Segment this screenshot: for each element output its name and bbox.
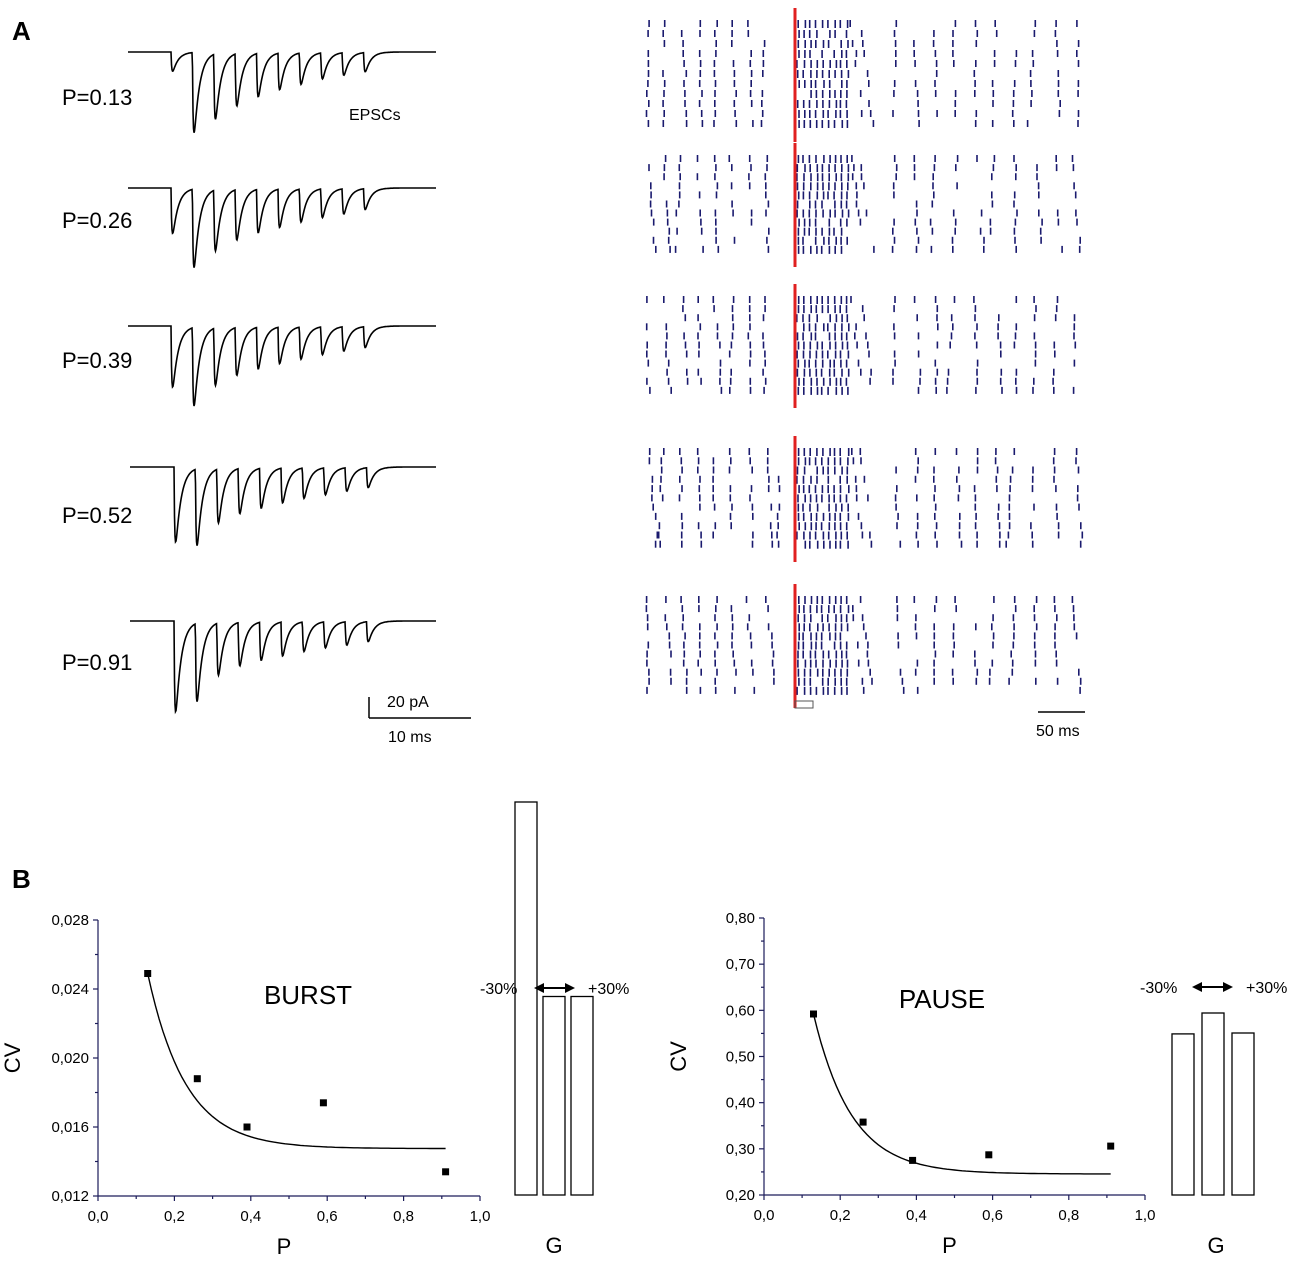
x-tick-label: 1,0 bbox=[1135, 1207, 1156, 1224]
data-point-2 bbox=[243, 1123, 251, 1131]
fit-curve bbox=[147, 973, 446, 1150]
raster-4 bbox=[645, 584, 1082, 708]
y-tick-label: 0,30 bbox=[726, 1141, 755, 1158]
raster-scale-bar: 50 ms bbox=[1036, 711, 1085, 740]
y-axis-label: CV bbox=[666, 1041, 691, 1072]
p-label-0: P=0.13 bbox=[62, 85, 132, 110]
y-tick-label: 0,012 bbox=[51, 1188, 89, 1205]
plus-30-label: +30% bbox=[588, 981, 629, 998]
x-axis-label: P bbox=[277, 1234, 292, 1259]
p-label-1: P=0.26 bbox=[62, 208, 132, 233]
raster-3 bbox=[648, 436, 1084, 562]
raster-1 bbox=[648, 143, 1081, 267]
x-tick-label: 1,0 bbox=[470, 1208, 491, 1225]
g-bar-1 bbox=[1201, 1012, 1225, 1196]
epsc-trace-0 bbox=[128, 51, 436, 133]
g-bar-0 bbox=[1171, 1033, 1195, 1196]
burst-cv-chart: 0,0 0,2 0,4 0,6 0,8 1,0 0,012 0,016 0,020 0,024 0,… bbox=[0, 912, 490, 1259]
x-tick-label: 0,8 bbox=[393, 1208, 414, 1225]
data-point-0 bbox=[810, 1010, 817, 1018]
minus-30-label: -30% bbox=[480, 981, 517, 998]
data-point-2 bbox=[909, 1156, 917, 1164]
stimulus-marker bbox=[794, 700, 814, 709]
x-tick-label: 0,0 bbox=[754, 1207, 775, 1224]
y-tick-label: 0,80 bbox=[726, 910, 755, 927]
data-point-4 bbox=[1107, 1142, 1115, 1150]
arrow-left-icon bbox=[1192, 982, 1202, 992]
p-label-4: P=0.91 bbox=[62, 650, 132, 675]
chart-title: BURST bbox=[264, 980, 352, 1010]
scale-time-label: 10 ms bbox=[388, 729, 432, 746]
g-bar-0 bbox=[514, 801, 538, 1196]
data-point-1 bbox=[859, 1118, 867, 1126]
raster-2 bbox=[645, 284, 1077, 408]
x-tick-label: 0,4 bbox=[906, 1207, 927, 1224]
g-axis-label: G bbox=[1207, 1233, 1224, 1258]
y-tick-label: 0,024 bbox=[51, 981, 89, 998]
y-tick-label: 0,40 bbox=[726, 1095, 755, 1112]
x-tick-label: 0,2 bbox=[830, 1207, 851, 1224]
p-label-2: P=0.39 bbox=[62, 348, 132, 373]
y-tick-label: 0,50 bbox=[726, 1049, 755, 1066]
epsc-trace-2 bbox=[128, 325, 436, 407]
x-tick-label: 0,6 bbox=[982, 1207, 1003, 1224]
x-tick-label: 0,8 bbox=[1058, 1207, 1079, 1224]
y-tick-label: 0,028 bbox=[51, 912, 89, 929]
spike-rasters bbox=[645, 8, 1084, 708]
epsc-trace-3 bbox=[130, 466, 436, 546]
y-tick-label: 0,20 bbox=[726, 1187, 755, 1204]
raster-0 bbox=[645, 8, 1080, 142]
pause-g-bars: G -30% +30% bbox=[1140, 980, 1287, 1258]
arrow-left-icon bbox=[534, 983, 544, 993]
p-label-3: P=0.52 bbox=[62, 503, 132, 528]
burst-g-bars: G -30% +30% bbox=[480, 801, 629, 1258]
plus-30-label: +30% bbox=[1246, 980, 1287, 997]
g-bar-2 bbox=[1231, 1032, 1255, 1196]
x-axis-label: P bbox=[942, 1233, 957, 1258]
pause-cv-chart: 0,0 0,2 0,4 0,6 0,8 1,0 0,20 0,30 0,40 0,50 0,60 0,… bbox=[666, 910, 1155, 1258]
arrow-right-icon bbox=[565, 983, 575, 993]
g-bar-2 bbox=[570, 995, 594, 1196]
epsc-trace-4 bbox=[130, 620, 436, 715]
panel-label-a: A bbox=[12, 16, 31, 46]
epsc-scale-bar: 20 pA 10 ms bbox=[368, 694, 471, 746]
fit-curve bbox=[812, 1013, 1111, 1175]
scale-current-label: 20 pA bbox=[387, 694, 429, 711]
data-point-3 bbox=[985, 1151, 993, 1159]
x-tick-label: 0,2 bbox=[164, 1208, 185, 1225]
x-tick-label: 0,0 bbox=[88, 1208, 109, 1225]
panel-label-b: B bbox=[12, 864, 31, 894]
epsc-trace-1 bbox=[128, 187, 436, 268]
chart-title: PAUSE bbox=[899, 984, 985, 1014]
x-tick-label: 0,6 bbox=[317, 1208, 338, 1225]
arrow-right-icon bbox=[1223, 982, 1233, 992]
data-point-3 bbox=[319, 1099, 327, 1107]
raster-scale-label: 50 ms bbox=[1036, 723, 1080, 740]
y-axis-label: CV bbox=[0, 1042, 25, 1073]
minus-30-label: -30% bbox=[1140, 980, 1177, 997]
g-bar-1 bbox=[542, 995, 566, 1196]
y-tick-label: 0,60 bbox=[726, 1002, 755, 1019]
x-tick-label: 0,4 bbox=[240, 1208, 261, 1225]
data-point-1 bbox=[193, 1075, 201, 1083]
data-point-4 bbox=[442, 1168, 450, 1176]
g-axis-label: G bbox=[545, 1233, 562, 1258]
epscs-label: EPSCs bbox=[349, 107, 401, 124]
y-tick-label: 0,70 bbox=[726, 956, 755, 973]
epsc-traces: P=0.13 P=0.26 P=0.39 P=0.52 P=0.91 bbox=[62, 51, 436, 715]
y-tick-label: 0,016 bbox=[51, 1119, 89, 1136]
data-point-0 bbox=[144, 970, 152, 977]
y-tick-label: 0,020 bbox=[51, 1050, 89, 1067]
